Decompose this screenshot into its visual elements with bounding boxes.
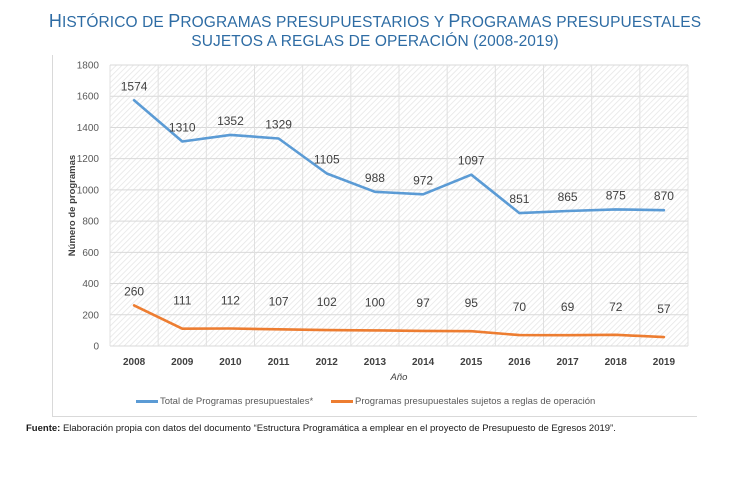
data-label: 70: [513, 300, 527, 314]
x-tick-label: 2016: [508, 357, 531, 368]
y-axis-label: Número de programas: [67, 155, 78, 256]
source-label: Fuente:: [26, 423, 61, 434]
series-group: [132, 99, 666, 339]
data-label: 72: [609, 300, 623, 314]
y-tick-label: 1800: [77, 61, 100, 72]
legend-item-rop: Programas presupuestales sujetos a regla…: [331, 396, 595, 407]
source-note: Fuente: Elaboración propia con datos del…: [26, 423, 616, 434]
x-tick-label: 2017: [556, 357, 579, 368]
data-label: 1105: [314, 152, 340, 166]
data-label: 1310: [169, 120, 196, 134]
data-label: 260: [124, 284, 144, 298]
chart-title-line-2: SUJETOS A REGLAS DE OPERACIÓN (2008-2019…: [191, 33, 559, 50]
legend-label-rop: Programas presupuestales sujetos a regla…: [355, 396, 596, 407]
y-tick-label: 1400: [77, 123, 100, 134]
y-tick-label: 0: [93, 342, 99, 353]
data-label: 112: [221, 294, 240, 308]
y-tick-label: 1200: [77, 154, 100, 165]
data-label: 972: [413, 173, 433, 187]
x-axis-ticks: 2008 2009 2010 2011 2012 2013 2014 2015 2016 2017…: [123, 357, 676, 368]
legend-item-total: Total de Programas presupuestales*: [136, 396, 313, 407]
y-tick-label: 1000: [77, 185, 100, 196]
x-tick-label: 2015: [460, 357, 483, 368]
legend-swatch-total: [136, 400, 158, 403]
y-tick-label: 800: [82, 217, 99, 228]
x-tick-label: 2009: [171, 357, 194, 368]
series-line-total: [132, 99, 666, 215]
data-label: 870: [654, 189, 674, 203]
series-line-rop: [132, 304, 666, 339]
data-label: 1329: [265, 118, 292, 132]
y-tick-label: 200: [82, 310, 99, 321]
data-labels: 1574 1310 1352 1329 1105 988 972 1097 851 865 875 8…: [121, 79, 675, 316]
data-label: 100: [365, 295, 385, 309]
y-tick-label: 600: [82, 248, 99, 259]
chart-frame: [52, 55, 697, 417]
legend-swatch-rop: [331, 400, 353, 403]
x-tick-label: 2014: [412, 357, 435, 368]
data-label: 865: [558, 190, 578, 204]
data-label: 875: [606, 188, 626, 202]
data-label: 97: [416, 296, 430, 310]
gridlines: [109, 64, 689, 347]
data-label: 988: [365, 171, 385, 185]
data-label: 1352: [217, 114, 244, 128]
x-tick-label: 2018: [605, 357, 628, 368]
legend-label-total: Total de Programas presupuestales*: [160, 396, 314, 407]
data-label: 69: [561, 300, 575, 314]
data-label: 851: [509, 192, 529, 206]
data-label: 95: [465, 296, 479, 310]
x-axis-label: Año: [390, 372, 408, 383]
data-label: 111: [173, 294, 192, 308]
y-tick-label: 1600: [77, 92, 100, 103]
x-tick-label: 2019: [653, 357, 676, 368]
data-label: 102: [317, 295, 337, 309]
chart-title-line-1: HISTÓRICO DE PROGRAMAS PRESUPUESTARIOS Y…: [48, 11, 702, 31]
x-tick-label: 2013: [364, 357, 387, 368]
y-axis-ticks: 0 200 400 600 800 1000 1200 1400 1600 1800: [77, 61, 100, 353]
x-tick-label: 2010: [219, 357, 242, 368]
data-label: 1097: [458, 154, 485, 168]
data-label: 107: [269, 294, 289, 308]
y-tick-label: 400: [82, 279, 99, 290]
source-text: Elaboración propia con datos del documen…: [60, 423, 616, 434]
data-label: 1574: [121, 79, 148, 93]
x-tick-label: 2012: [316, 357, 339, 368]
data-label: 57: [657, 302, 671, 316]
x-tick-label: 2008: [123, 357, 146, 368]
x-tick-label: 2011: [268, 357, 290, 368]
